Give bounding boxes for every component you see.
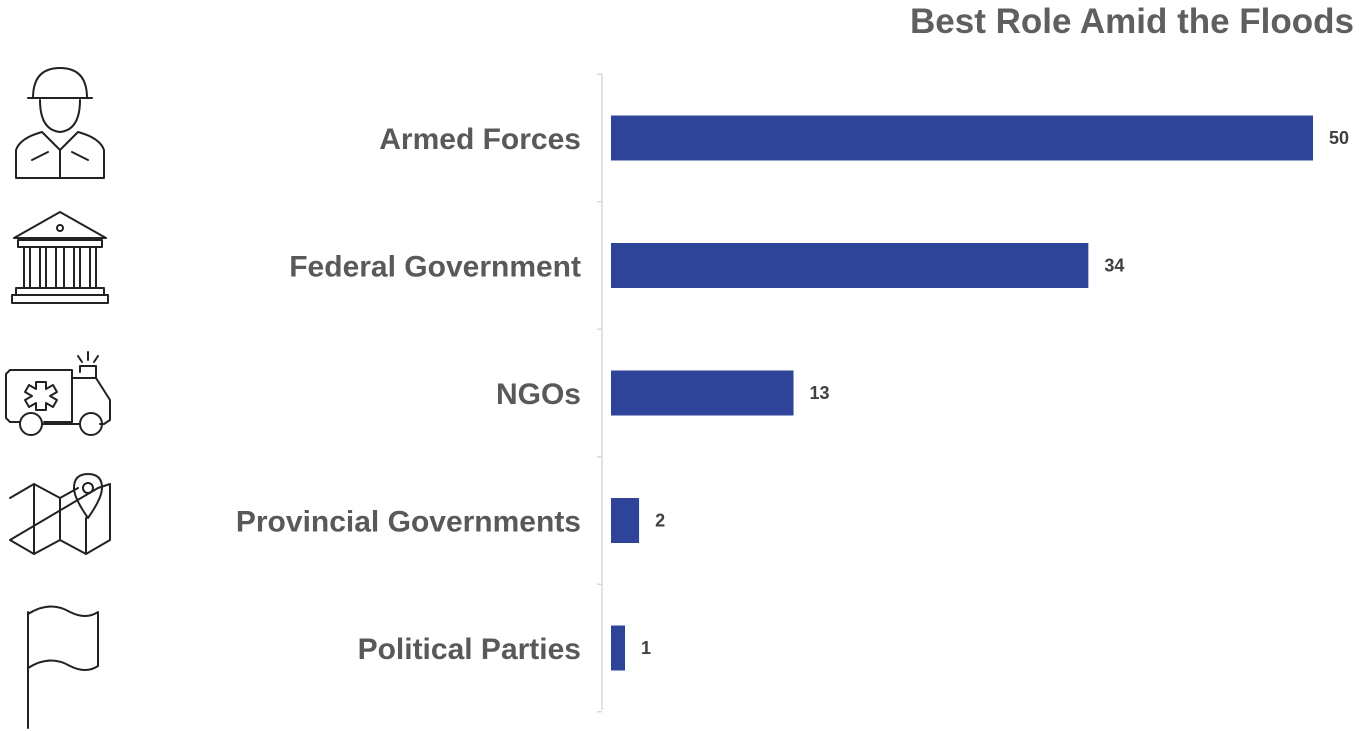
soldier-icon (15, 67, 105, 179)
y-axis (597, 73, 603, 713)
category-label: Political Parties (358, 633, 581, 666)
bars (611, 115, 1313, 671)
category-label: Armed Forces (379, 123, 581, 156)
bar (611, 370, 794, 416)
flag-icon (27, 605, 99, 729)
category-label: NGOs (496, 378, 581, 411)
value-label: 1 (641, 638, 651, 658)
bar (611, 243, 1089, 288)
government-building-icon (11, 211, 109, 304)
value-label: 13 (810, 383, 830, 403)
map-pin-icon (9, 473, 111, 555)
bar (611, 498, 640, 543)
bar (611, 115, 1313, 161)
value-label: 50 (1329, 128, 1349, 148)
value-labels: 50 34 13 2 1 (641, 128, 1349, 658)
value-label: 2 (655, 511, 665, 531)
category-label: Federal Government (289, 251, 581, 284)
value-label: 34 (1104, 256, 1124, 276)
category-label: Provincial Governments (236, 506, 581, 539)
category-labels: Armed Forces Federal Government NGOs Provin… (236, 123, 581, 666)
ambulance-icon (5, 351, 111, 436)
bar (611, 625, 626, 671)
chart-title: Best Role Amid the Floods (909, 2, 1354, 41)
